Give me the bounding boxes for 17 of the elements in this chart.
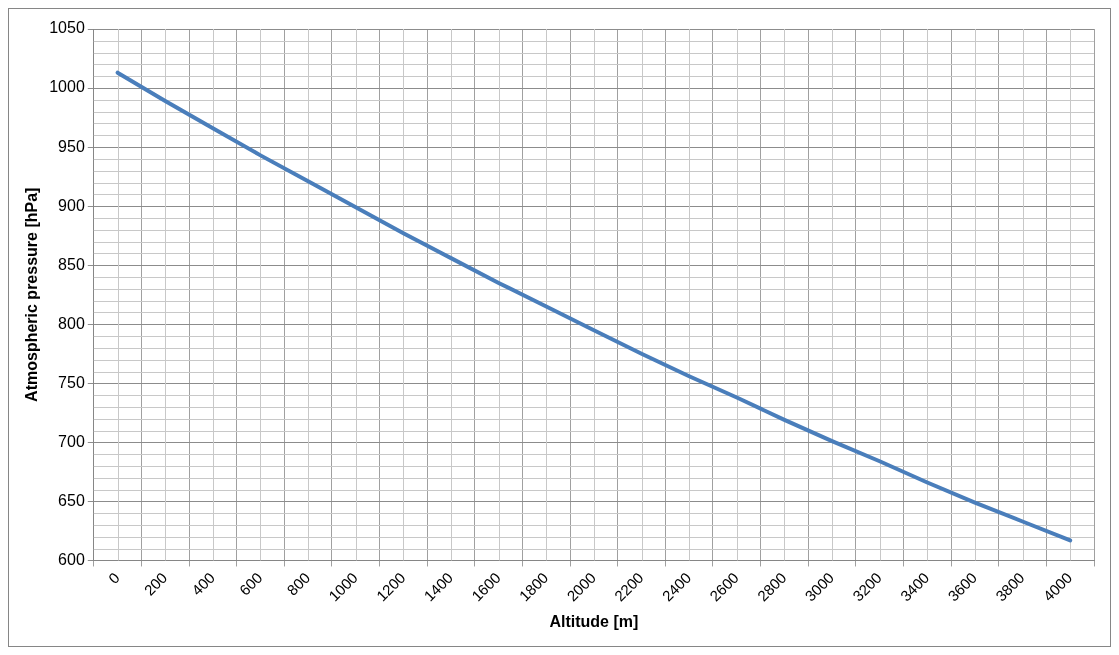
y-tick-label: 800 [58, 314, 85, 332]
y-tick-label: 600 [58, 550, 85, 568]
y-tick-label: 850 [58, 255, 85, 273]
y-tick-label: 750 [58, 373, 85, 391]
y-axis-title: Atmospheric pressure [hPa] [23, 187, 41, 402]
x-tick-label: 400 [188, 568, 218, 599]
x-tick-label: 600 [235, 568, 266, 599]
y-tick-label: 1000 [49, 78, 85, 96]
x-tick-label: 800 [283, 568, 314, 599]
x-tick-label: 0 [104, 568, 123, 587]
y-tick-label: 650 [58, 491, 85, 509]
y-tick-label: 700 [58, 432, 85, 450]
x-tick-label: 200 [140, 568, 171, 599]
y-tick-label: 1050 [49, 19, 85, 37]
x-axis-title: Altitude [m] [549, 612, 639, 630]
y-tick-label: 950 [58, 137, 85, 155]
y-tick-label: 900 [58, 196, 85, 214]
